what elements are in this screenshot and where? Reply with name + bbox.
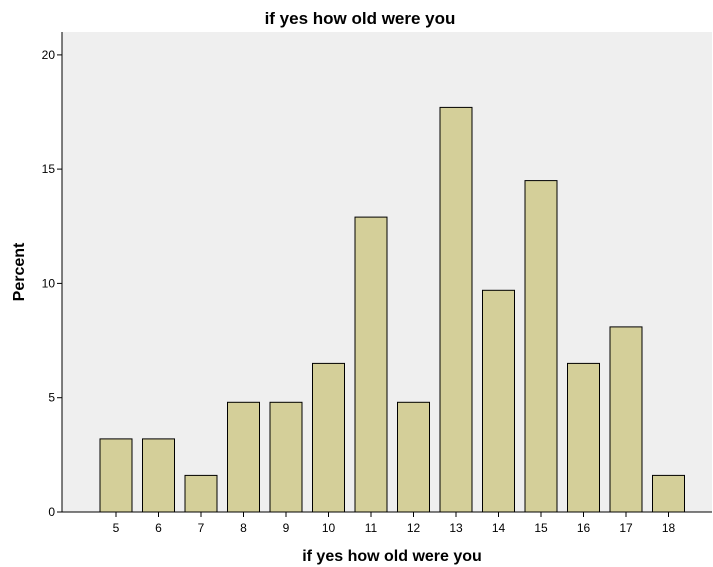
x-ticks-group: 5 6 7 8 9 10 11 12 13 14 15 16 17 18 xyxy=(113,512,676,535)
x-tick-label: 9 xyxy=(283,521,290,535)
y-tick-label: 20 xyxy=(42,48,56,62)
x-tick-label: 18 xyxy=(662,521,676,535)
x-tick-label: 12 xyxy=(407,521,421,535)
y-axis-label: Percent xyxy=(11,242,28,301)
bar-7 xyxy=(184,474,218,513)
bar-13 xyxy=(439,106,473,513)
x-tick-label: 8 xyxy=(240,521,247,535)
y-tick-label: 15 xyxy=(42,162,56,176)
chart-title: if yes how old were you xyxy=(265,9,456,28)
x-axis-label: if yes how old were you xyxy=(302,548,482,565)
x-tick-label: 16 xyxy=(577,521,591,535)
x-tick-label: 14 xyxy=(492,521,506,535)
bar-5 xyxy=(99,438,133,513)
x-tick-label: 6 xyxy=(155,521,162,535)
bar-11 xyxy=(354,216,388,513)
bar-8 xyxy=(227,401,260,513)
bar-9 xyxy=(269,401,303,513)
bar-15 xyxy=(524,180,558,513)
y-tick-label: 0 xyxy=(48,505,55,519)
bar-18 xyxy=(652,474,685,513)
bar-14 xyxy=(482,289,515,513)
bar-16 xyxy=(567,362,600,513)
y-tick-label: 5 xyxy=(48,391,55,405)
x-tick-label: 10 xyxy=(322,521,336,535)
x-tick-label: 5 xyxy=(113,521,120,535)
bar-6 xyxy=(142,438,175,513)
x-tick-label: 17 xyxy=(619,521,633,535)
y-ticks-group: 0 5 10 15 20 xyxy=(42,48,62,519)
bar-17 xyxy=(609,326,643,513)
x-tick-label: 13 xyxy=(449,521,463,535)
x-tick-label: 11 xyxy=(365,521,378,535)
x-tick-label: 15 xyxy=(534,521,548,535)
x-tick-label: 7 xyxy=(198,521,205,535)
bar-12 xyxy=(397,401,430,513)
bars-group xyxy=(99,106,685,513)
y-tick-label: 10 xyxy=(42,276,56,290)
bar-10 xyxy=(312,362,345,513)
